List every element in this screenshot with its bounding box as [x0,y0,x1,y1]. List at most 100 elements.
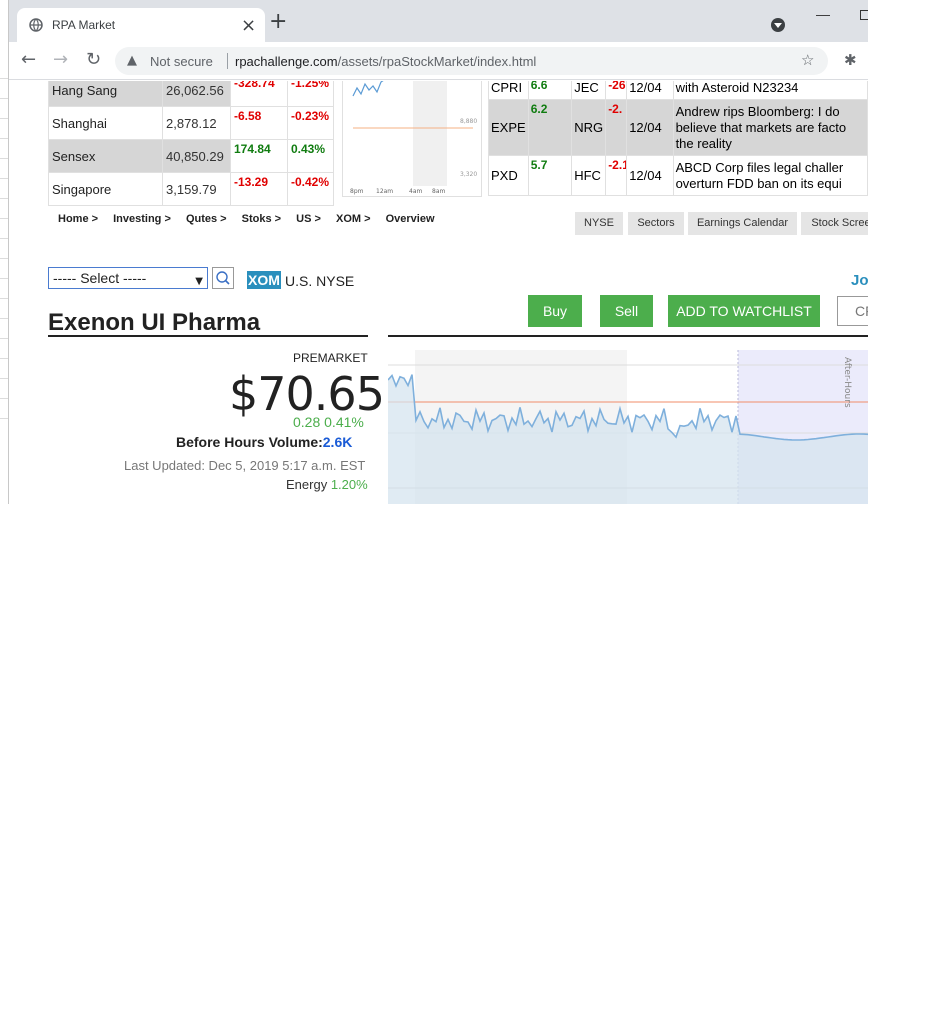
chevron-down-icon: ▼ [195,276,203,287]
table-row: PXD 5.7 HFC -2.1 12/04 ABCD Corp files l… [488,155,868,196]
index-value: 3,159.79 [162,172,231,206]
intraday-chart-svg: After-Hours [387,350,868,504]
index-percent: -1.25% [287,81,334,107]
maximize-icon[interactable] [860,10,868,20]
news-date: 12/04 [626,81,674,100]
session-label: PREMARKET [293,351,368,365]
intraday-chart: After-Hours [387,350,868,504]
index-name[interactable]: Shanghai [48,106,163,140]
index-percent: -0.42% [287,172,334,206]
mini-chart-svg: 8,880 3,320 8pm 12am 4am 8am [350,81,477,195]
index-name[interactable]: Singapore [48,172,163,206]
table-row: CPRI 6.6 JEC -26 12/04 with Asteroid N23… [488,81,868,100]
mini-chart: 8,880 3,320 8pm 12am 4am 8am [342,81,482,197]
last-updated: Last Updated: Dec 5, 2019 5:17 a.m. EST [124,458,366,473]
forward-icon[interactable]: → [53,49,69,70]
mini-y-label: 8,880 [460,118,477,125]
url-host: rpachallenge.com [235,54,338,69]
mover-change: -2.1 [605,155,628,196]
tab-rpa-market[interactable]: RPA Market × [17,8,265,42]
mover-symbol[interactable]: NRG [571,99,607,156]
index-change: -6.58 [230,106,288,140]
address-bar[interactable]: ▲ Not secure rpachallenge.com/assets/rpa… [115,47,828,75]
breadcrumb-overview[interactable]: Overview [385,213,435,225]
extra-button[interactable]: CF [837,296,868,326]
price-area [388,374,868,504]
table-row: Singapore 3,159.79 -13.29 -0.42% [48,172,334,206]
nav-stock-screener[interactable]: Stock Scree [801,212,868,235]
mover-symbol[interactable]: HFC [571,155,607,196]
news-headline[interactable]: Andrew rips Bloomberg: I do believe that… [672,99,868,156]
mover-symbol[interactable]: JEC [571,81,607,100]
news-line: Andrew rips Bloomberg: I do [675,103,840,119]
index-name[interactable]: Sensex [48,139,163,173]
index-value: 2,878.12 [162,106,231,140]
mini-x-label: 8pm [350,188,364,195]
stock-price: $70.65 [229,367,385,421]
breadcrumb-qutes[interactable]: Qutes > [185,213,227,225]
add-to-watchlist-button[interactable]: ADD TO WATCHLIST [668,295,820,327]
tab-strip: RPA Market × + — [9,0,868,42]
url-text: rpachallenge.com/assets/rpaStockMarket/i… [235,54,536,69]
sell-button[interactable]: Sell [600,295,653,327]
mover-change: -2. [605,99,628,156]
mover-symbol[interactable]: PXD [488,155,529,196]
ticker-badge: XOM [247,271,281,289]
extensions-icon[interactable]: ✱ [844,51,857,69]
url-path: /assets/rpaStockMarket/index.html [337,54,537,69]
divider [388,335,868,337]
page-content: Hang Sang 26,062.56 -328.74 -1.25% Shang… [9,81,868,504]
breadcrumb-investing[interactable]: Investing > [113,213,171,225]
volume-label: Before Hours Volume: [176,434,323,450]
index-change: -328.74 [230,81,288,107]
movers-table: CPRI 6.6 JEC -26 12/04 with Asteroid N23… [488,81,868,196]
price-change: 0.28 0.41% [293,414,364,430]
mover-change: 5.7 [527,155,573,196]
exchange-label: U.S. NYSE [285,273,355,289]
index-change: 174.84 [230,139,288,173]
buy-button[interactable]: Buy [528,295,582,327]
minimize-icon[interactable]: — [816,6,830,22]
nav-sectors[interactable]: Sectors [628,212,684,235]
mini-x-label: 4am [409,188,422,195]
mini-y-label: 3,320 [460,171,477,178]
news-date: 12/04 [626,99,674,156]
mini-x-label: 12am [376,188,393,195]
breadcrumb-us[interactable]: US > [296,213,321,225]
table-row: Sensex 40,850.29 174.84 0.43% [48,139,334,173]
security-label: Not secure [150,54,213,69]
mini-chart-line [352,81,384,97]
news-line: believe that markets are facto [675,119,847,135]
nav-earnings-calendar[interactable]: Earnings Calendar [688,212,797,235]
index-name[interactable]: Hang Sang [48,81,163,107]
symbol-select[interactable]: ----- Select ----- ▼ [48,267,208,289]
news-line: ABCD Corp files legal challer [675,159,844,175]
close-tab-icon[interactable]: × [241,15,257,36]
nav-nyse[interactable]: NYSE [575,212,623,235]
mover-symbol[interactable]: EXPE [488,99,529,156]
news-headline[interactable]: with Asteroid N23234 [672,81,868,100]
mover-symbol[interactable]: CPRI [488,81,529,100]
divider [227,53,228,69]
breadcrumb-home[interactable]: Home > [58,213,99,225]
back-icon[interactable]: ← [21,49,37,70]
table-row: Shanghai 2,878.12 -6.58 -0.23% [48,106,334,140]
breadcrumb-stoks[interactable]: Stoks > [241,213,282,225]
index-percent: -0.23% [287,106,334,140]
news-headline[interactable]: ABCD Corp files legal challer overturn F… [672,155,868,196]
new-tab-button[interactable]: + [269,9,288,34]
search-button[interactable] [212,267,234,289]
volume-value: 2.6K [322,434,353,450]
breadcrumb-xom[interactable]: XOM > [336,213,371,225]
price-line [387,373,868,441]
sector-label: Energy [286,477,328,492]
index-value: 26,062.56 [162,81,231,107]
bookmark-star-icon[interactable]: ☆ [801,51,815,69]
mover-change: 6.2 [527,99,573,156]
reload-icon[interactable]: ↻ [86,49,102,70]
tab-search-icon[interactable] [771,18,785,32]
news-line: the reality [675,135,732,151]
warning-icon: ▲ [127,53,137,68]
join-link[interactable]: Jo [851,272,868,289]
